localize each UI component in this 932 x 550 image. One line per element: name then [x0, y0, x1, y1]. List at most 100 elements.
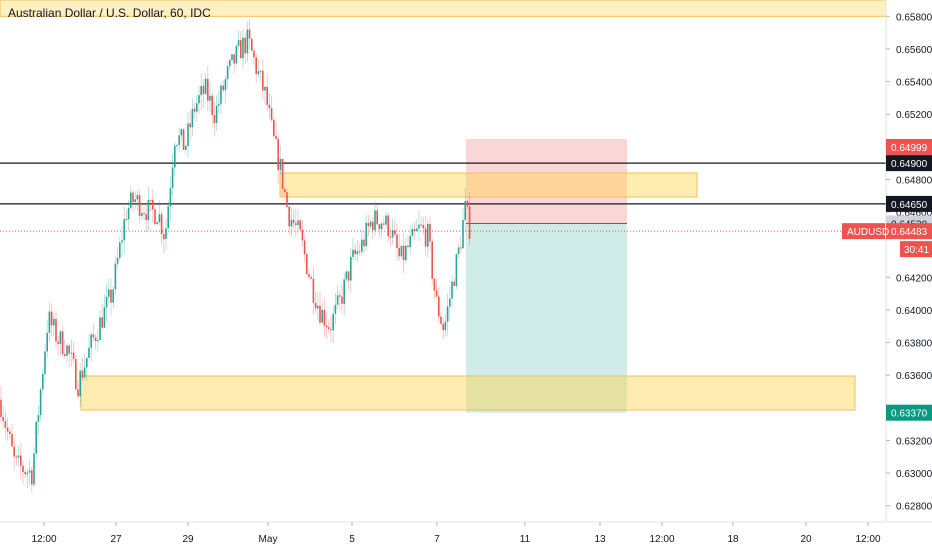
candle — [211, 92, 213, 127]
candle — [229, 58, 231, 71]
candle — [180, 128, 183, 142]
candle — [352, 237, 354, 260]
entry-line-price-badge[interactable] — [886, 195, 932, 212]
candle — [20, 442, 22, 480]
candle — [253, 47, 255, 66]
candle — [68, 343, 70, 367]
current-price: 0.64483 — [891, 227, 928, 238]
plot-area[interactable] — [0, 0, 886, 522]
y-tick-label: 0.64600 — [896, 208, 932, 219]
symbol-badge[interactable] — [842, 223, 885, 240]
stop-loss-area[interactable] — [466, 139, 627, 224]
current-price-badge[interactable] — [886, 223, 932, 240]
resistance-zone[interactable] — [279, 172, 698, 198]
take-profit-area[interactable] — [466, 223, 627, 413]
candle — [55, 310, 57, 347]
countdown-badge[interactable] — [900, 241, 932, 258]
candle — [116, 247, 119, 269]
y-tick-label: 0.65200 — [896, 110, 932, 121]
candle — [416, 218, 418, 232]
candle — [108, 278, 110, 303]
support-zone[interactable] — [80, 375, 856, 411]
candle — [132, 190, 134, 212]
candle — [275, 122, 277, 140]
candle — [231, 54, 233, 62]
x-tick-label: 18 — [727, 534, 739, 545]
candle — [110, 278, 112, 316]
candle — [198, 85, 200, 114]
candle — [391, 218, 394, 245]
candle — [182, 129, 185, 150]
candle — [295, 209, 297, 237]
candle — [147, 186, 150, 231]
y-tick-label: 0.64200 — [896, 273, 932, 284]
y-tick-label: 0.64000 — [896, 306, 932, 317]
resistance-line-price-badge[interactable] — [886, 155, 932, 172]
candle — [301, 219, 304, 247]
candle — [121, 225, 123, 257]
candle — [438, 287, 440, 323]
x-tick-label: 7 — [434, 534, 440, 545]
candle — [138, 190, 141, 224]
candle — [141, 202, 143, 221]
candle — [389, 227, 392, 247]
candle — [435, 278, 438, 298]
candle — [158, 200, 161, 226]
y-tick-label: 0.62800 — [896, 502, 932, 513]
candle — [398, 233, 400, 261]
candle — [325, 313, 328, 340]
candle — [191, 99, 194, 136]
candle — [154, 207, 156, 226]
y-tick-label: 0.63800 — [896, 339, 932, 350]
candle — [99, 310, 101, 341]
candle — [277, 134, 279, 185]
candle — [119, 236, 121, 261]
candle — [39, 386, 42, 422]
candle — [22, 460, 24, 485]
candle — [317, 292, 319, 321]
candle — [226, 61, 229, 90]
candle — [442, 317, 444, 340]
candle — [50, 304, 53, 336]
candle — [70, 339, 73, 367]
candle — [288, 205, 290, 236]
candle — [266, 74, 268, 112]
candle — [466, 200, 469, 210]
candle — [112, 285, 114, 309]
stop-loss-price-badge[interactable] — [886, 138, 932, 155]
candle — [83, 354, 86, 380]
candle — [356, 240, 359, 262]
take-profit-price-badge[interactable] — [886, 404, 932, 421]
candle — [163, 227, 165, 254]
candle — [424, 215, 427, 257]
candle — [385, 211, 387, 230]
candle — [330, 316, 332, 344]
candle — [24, 469, 26, 479]
candle — [361, 228, 363, 257]
candle — [264, 85, 266, 105]
candle — [394, 220, 396, 237]
candle — [402, 233, 405, 274]
price-axis[interactable] — [886, 0, 932, 550]
resistance-line-price: 0.64900 — [891, 159, 928, 170]
candle — [59, 329, 62, 356]
candle — [57, 335, 59, 356]
candle — [165, 218, 167, 251]
candle — [72, 341, 75, 363]
candle — [374, 200, 376, 236]
candle — [233, 53, 235, 74]
candle — [422, 216, 425, 235]
x-tick-label: 11 — [520, 534, 531, 545]
candle — [334, 292, 337, 325]
candle — [358, 243, 361, 256]
candle — [224, 75, 227, 104]
candle — [33, 447, 35, 488]
candle — [193, 102, 196, 119]
y-tick-label: 0.63200 — [896, 436, 932, 447]
candle — [187, 112, 189, 158]
x-tick-label: 12:00 — [31, 534, 56, 545]
candle — [396, 223, 398, 262]
candle — [176, 143, 178, 150]
